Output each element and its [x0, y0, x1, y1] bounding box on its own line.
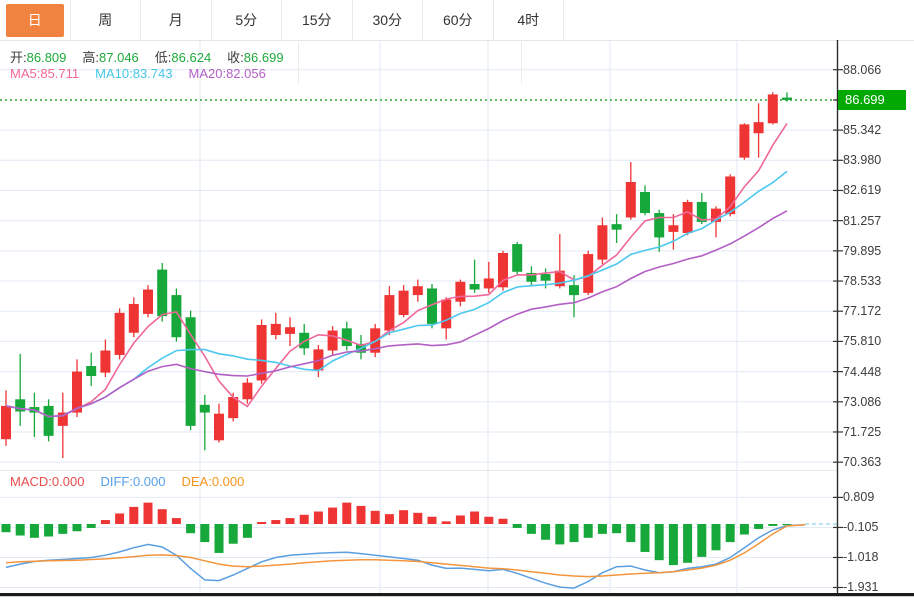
header-separator: [521, 42, 522, 84]
y-axis-label: -0.105: [843, 520, 879, 535]
tab-weekly[interactable]: 周: [71, 0, 141, 40]
ma-row: MA5:85.711 MA10:83.743 MA20:82.056: [10, 66, 266, 81]
tab-weekly-label: 周: [98, 11, 113, 28]
macd-indicator-row: MACD:0.000 DIFF:0.000 DEA:0.000: [10, 474, 244, 489]
ohlc-row-low: 低:86.624: [154, 50, 212, 65]
tab-15min[interactable]: 15分: [282, 0, 353, 40]
ma10-line: [5, 170, 788, 418]
y-axis-label: 81.257: [843, 213, 882, 228]
ma-row-ma10: MA10:83.743: [95, 66, 173, 81]
macd-row-diff: DIFF:0.000: [100, 474, 166, 489]
ma-row-ma5: MA5:85.711: [10, 66, 80, 81]
tab-daily[interactable]: 日: [0, 0, 71, 40]
y-axis-label: 70.363: [843, 455, 882, 470]
ohlc-row-close: 收:86.699: [227, 50, 284, 65]
period-tabbar: 日 周 月 5分 15分 30分 60分 4时: [0, 0, 914, 41]
tab-monthly[interactable]: 月: [141, 0, 212, 40]
y-axis-label: 71.725: [843, 424, 882, 439]
ohlc-row-open: 开:86.809: [10, 50, 67, 65]
ma-row-ma20: MA20:82.056: [188, 66, 266, 81]
tab-4hour[interactable]: 4时: [494, 0, 564, 40]
macd-histogram: [1, 502, 792, 566]
y-axis-label: 79.895: [843, 243, 882, 258]
ma5-line: [5, 123, 788, 418]
tab-30min-label: 30分: [372, 11, 403, 28]
tab-monthly-label: 月: [168, 11, 183, 28]
y-axis-label: 74.448: [843, 364, 882, 379]
y-axis-label: 75.810: [843, 334, 882, 349]
ohlc-row-high: 高:87.046: [82, 50, 139, 65]
dea-line: [5, 523, 806, 578]
y-axis-label: -1.018: [843, 550, 879, 565]
tab-4hour-label: 4时: [517, 11, 540, 28]
tab-daily-label: 日: [5, 3, 64, 37]
y-axis-label: 0.809: [843, 490, 875, 505]
tab-15min-label: 15分: [301, 11, 332, 28]
y-axis-label: 73.086: [843, 394, 882, 409]
candlestick-series: [1, 92, 792, 459]
y-axis-label: 77.172: [843, 304, 882, 319]
macd-row-dea: DEA:0.000: [181, 474, 245, 489]
header-separator: [298, 42, 299, 84]
y-axis-label: 82.619: [843, 183, 882, 198]
ma20-line: [5, 210, 788, 418]
tab-30min[interactable]: 30分: [353, 0, 423, 40]
y-axis-label: 85.342: [843, 123, 882, 138]
tab-60min[interactable]: 60分: [423, 0, 494, 40]
grid: [0, 41, 837, 593]
y-axis-label: 88.066: [843, 62, 882, 77]
y-axis-label: 83.980: [843, 153, 882, 168]
tab-5min[interactable]: 5分: [212, 0, 282, 40]
axis-frame: [0, 40, 914, 597]
ohlc-row: 开:86.809 高:87.046 低:86.624 收:86.699: [10, 47, 284, 66]
tab-60min-label: 60分: [442, 11, 473, 28]
y-axis-label: -1.931: [843, 580, 879, 595]
current-price-tag: 86.699: [838, 90, 906, 110]
y-axis-label: 78.533: [843, 274, 882, 289]
tab-5min-label: 5分: [235, 11, 258, 28]
macd-row-macd: MACD:0.000: [10, 474, 85, 489]
